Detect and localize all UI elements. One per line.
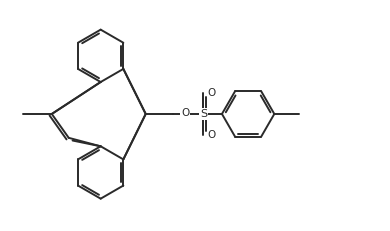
Text: O: O [208,130,216,140]
Text: O: O [181,108,190,118]
Text: S: S [200,109,207,119]
Text: O: O [208,88,216,98]
